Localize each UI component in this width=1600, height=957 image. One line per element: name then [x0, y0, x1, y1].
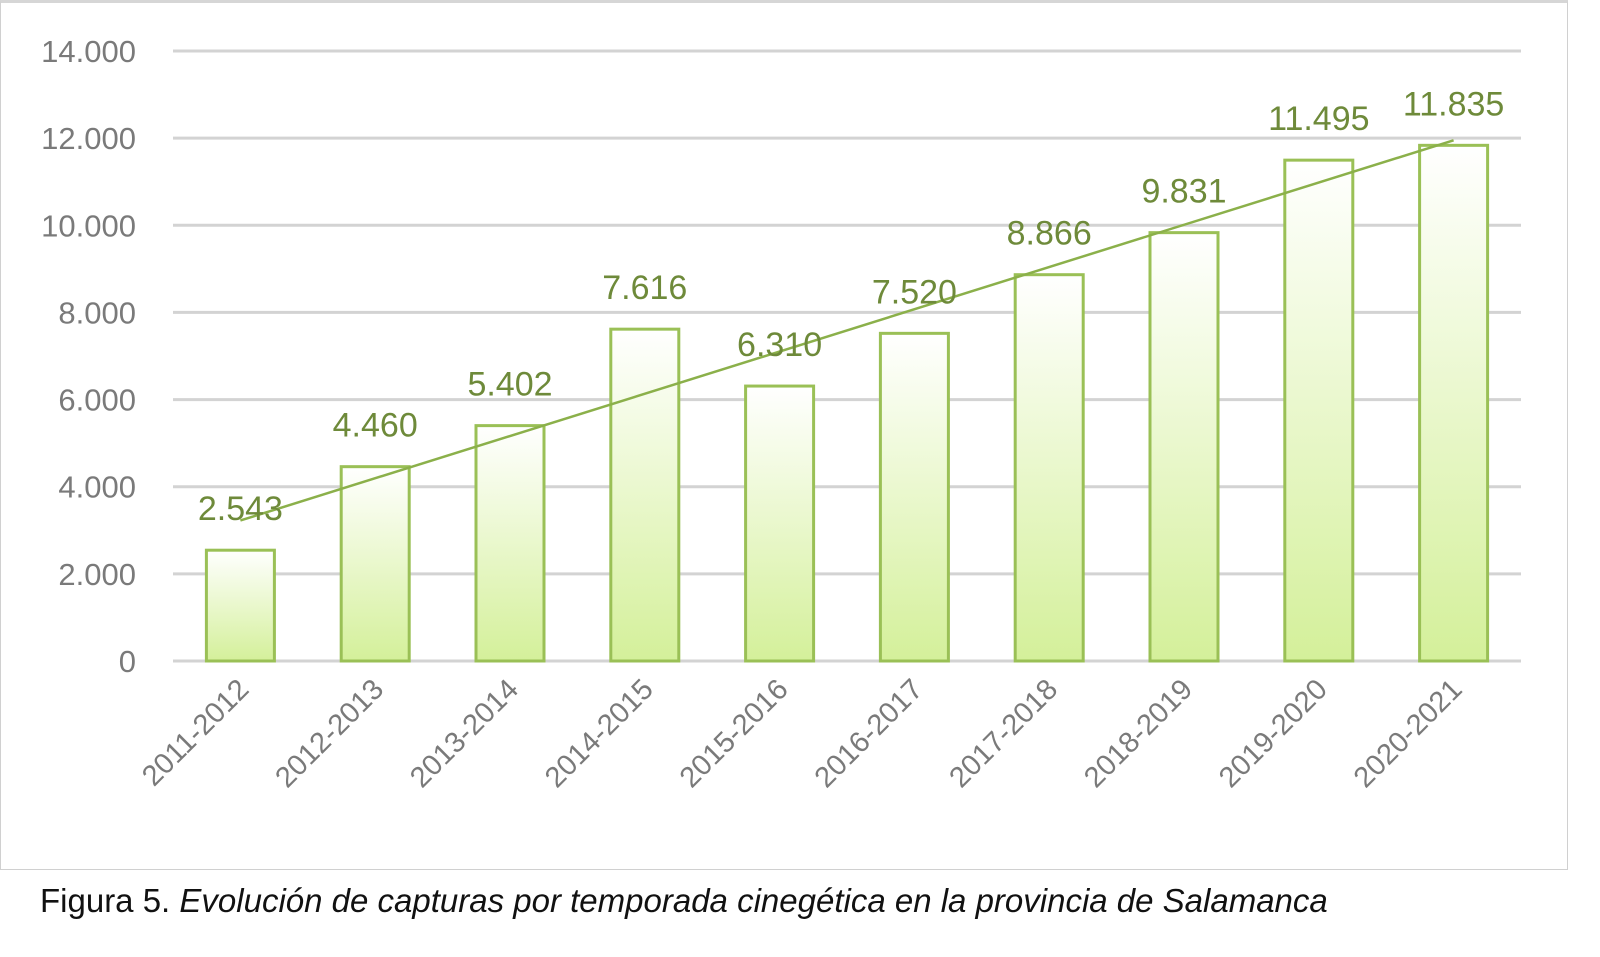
x-tick-label: 2011-2012 — [136, 673, 255, 792]
y-tick-label: 0 — [119, 644, 136, 679]
caption-text: Evolución de capturas por temporada cine… — [179, 882, 1328, 919]
bars — [204, 143, 1490, 663]
caption-prefix: Figura 5. — [40, 882, 180, 919]
bar — [609, 327, 681, 663]
data-label: 8.866 — [1007, 215, 1092, 253]
bar-chart: 02.0004.0006.0008.00010.00012.00014.000 … — [41, 34, 1521, 794]
bar — [1013, 273, 1085, 663]
data-label: 5.402 — [467, 366, 552, 404]
x-tick-label: 2012-2013 — [269, 673, 390, 794]
bar — [878, 331, 950, 663]
bar — [744, 384, 816, 663]
x-axis-labels: 2011-2012 2012-2013 2013-2014 2014-2015 2015… — [136, 673, 1468, 794]
x-tick-label: 2018-2019 — [1078, 673, 1199, 794]
x-tick-label: 2014-2015 — [539, 673, 660, 794]
bar — [204, 548, 276, 663]
trendline-path — [240, 139, 1454, 522]
data-label: 11.835 — [1403, 85, 1504, 123]
y-tick-label: 2.000 — [58, 557, 136, 592]
bar — [339, 465, 411, 663]
x-tick-label: 2013-2014 — [404, 673, 525, 794]
x-tick-label: 2017-2018 — [943, 673, 1064, 794]
data-labels: 2.543 4.460 5.402 7.616 6.310 7.520 8.866 9.831… — [198, 85, 1504, 528]
chart-frame: 0 2.000 4.000 6.000 8.000 10.000 12.000 14.000 … — [0, 0, 1568, 870]
bar — [1283, 158, 1355, 663]
bar — [1148, 231, 1220, 663]
data-label: 11.495 — [1268, 100, 1369, 138]
x-tick-label: 2015-2016 — [674, 673, 795, 794]
bar — [474, 424, 546, 663]
figure-caption: Figura 5. Evolución de capturas por temp… — [40, 882, 1328, 920]
data-label: 9.831 — [1141, 173, 1226, 211]
x-tick-label: 2019-2020 — [1213, 673, 1334, 794]
y-tick-label: 6.000 — [58, 383, 136, 418]
data-label: 2.543 — [198, 490, 283, 528]
x-tick-label: 2016-2017 — [809, 673, 930, 794]
y-tick-label: 4.000 — [58, 470, 136, 505]
y-tick-label: 12.000 — [41, 121, 136, 156]
y-tick-label: 14.000 — [41, 34, 136, 69]
data-label: 7.520 — [872, 273, 957, 311]
bar — [1418, 143, 1490, 663]
data-label: 6.310 — [737, 326, 822, 364]
data-label: 4.460 — [333, 407, 418, 445]
y-axis-labels: 0 2.000 4.000 6.000 8.000 10.000 12.000 14.000 — [41, 34, 136, 679]
y-tick-label: 10.000 — [41, 208, 136, 243]
data-label: 7.616 — [602, 269, 687, 307]
trendline — [240, 139, 1454, 522]
y-tick-label: 8.000 — [58, 295, 136, 330]
x-tick-label: 2020-2021 — [1348, 673, 1469, 794]
